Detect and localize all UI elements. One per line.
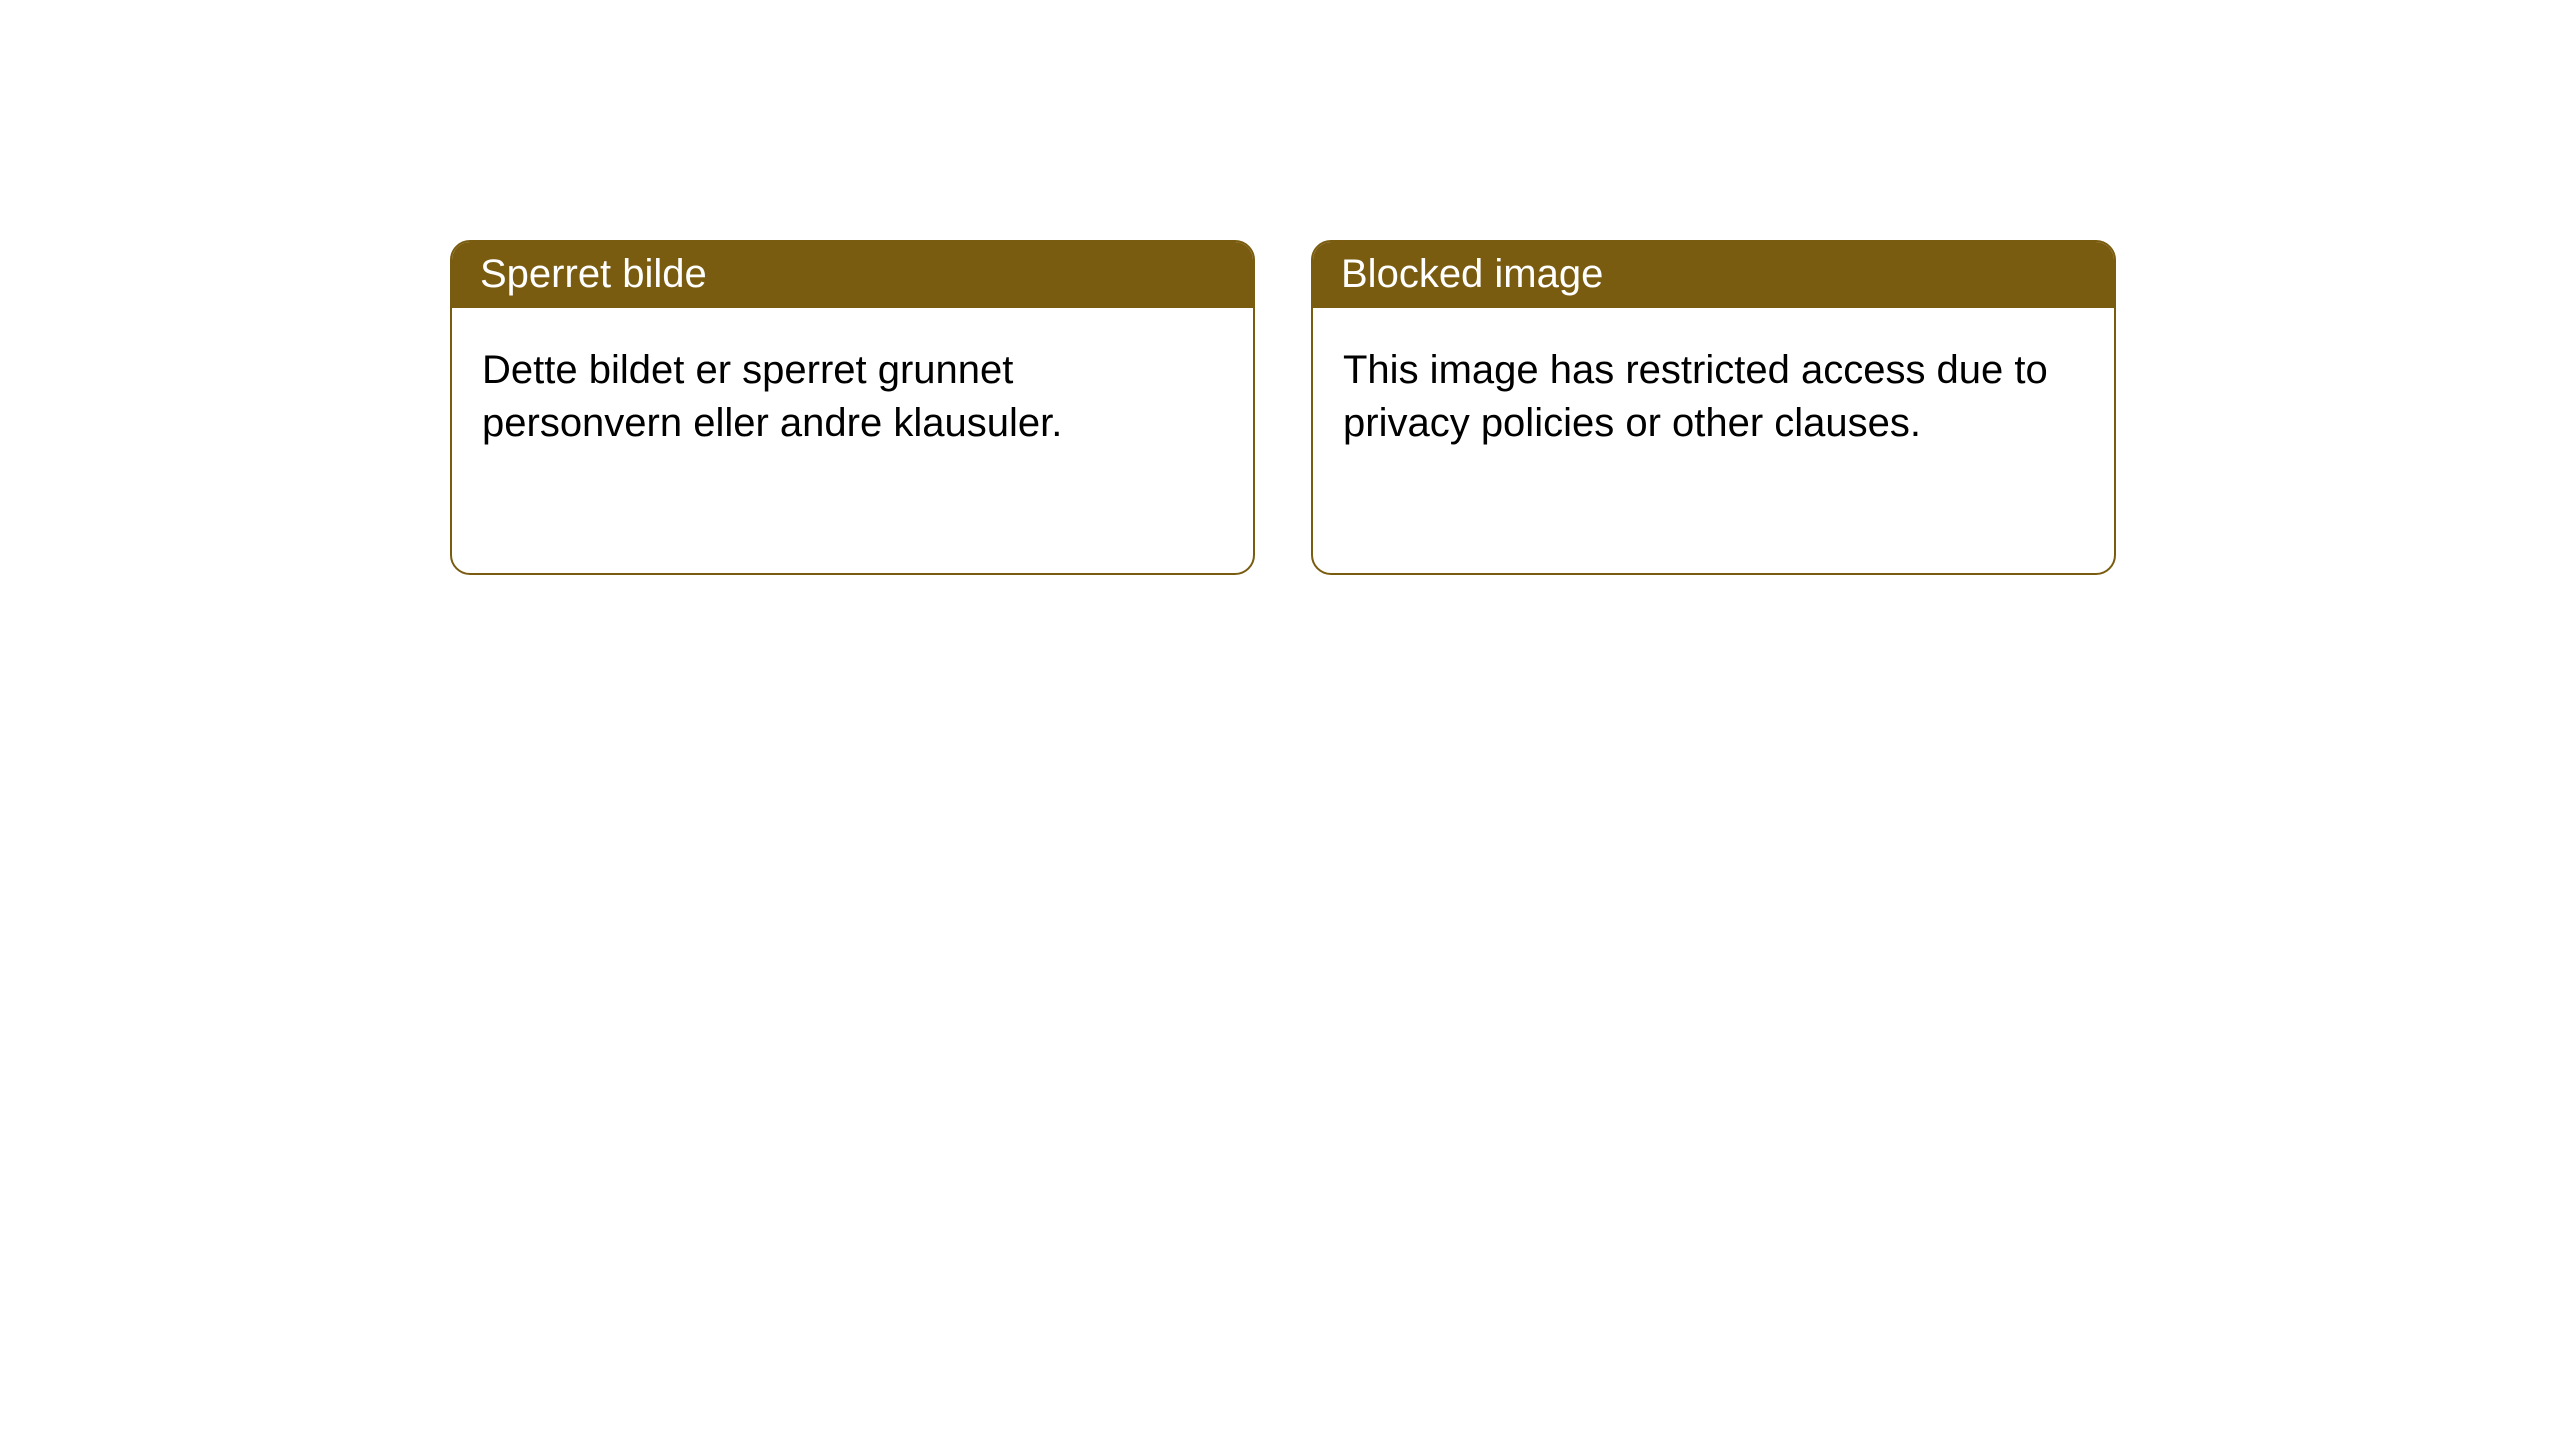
- notice-title-english: Blocked image: [1313, 242, 2114, 308]
- notice-card-norwegian: Sperret bilde Dette bildet er sperret gr…: [450, 240, 1255, 575]
- notice-body-english: This image has restricted access due to …: [1313, 308, 2114, 480]
- notice-body-norwegian: Dette bildet er sperret grunnet personve…: [452, 308, 1253, 480]
- notice-container: Sperret bilde Dette bildet er sperret gr…: [0, 0, 2560, 575]
- notice-card-english: Blocked image This image has restricted …: [1311, 240, 2116, 575]
- notice-title-norwegian: Sperret bilde: [452, 242, 1253, 308]
